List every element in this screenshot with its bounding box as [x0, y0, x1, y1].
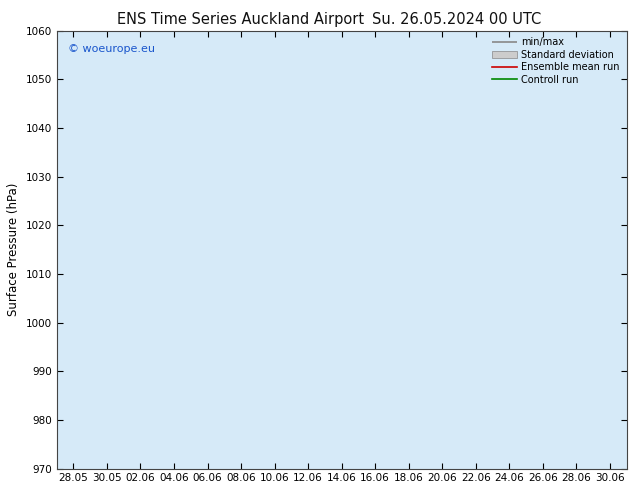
Bar — [124, 30, 157, 469]
Bar — [325, 30, 392, 469]
Bar — [526, 30, 593, 469]
Bar — [258, 30, 292, 469]
Text: Su. 26.05.2024 00 UTC: Su. 26.05.2024 00 UTC — [372, 12, 541, 27]
Bar — [459, 30, 493, 469]
Bar — [191, 30, 224, 469]
Legend: min/max, Standard deviation, Ensemble mean run, Controll run: min/max, Standard deviation, Ensemble me… — [490, 35, 622, 87]
Bar — [392, 30, 425, 469]
Y-axis label: Surface Pressure (hPa): Surface Pressure (hPa) — [7, 183, 20, 317]
Bar — [392, 30, 459, 469]
Bar — [459, 30, 526, 469]
Bar — [124, 30, 191, 469]
Bar — [56, 30, 124, 469]
Bar — [56, 30, 90, 469]
Bar — [325, 30, 358, 469]
Bar — [526, 30, 560, 469]
Bar — [593, 30, 626, 469]
Text: ENS Time Series Auckland Airport: ENS Time Series Auckland Airport — [117, 12, 365, 27]
Bar — [258, 30, 325, 469]
Bar — [191, 30, 258, 469]
Text: © woeurope.eu: © woeurope.eu — [68, 44, 155, 54]
